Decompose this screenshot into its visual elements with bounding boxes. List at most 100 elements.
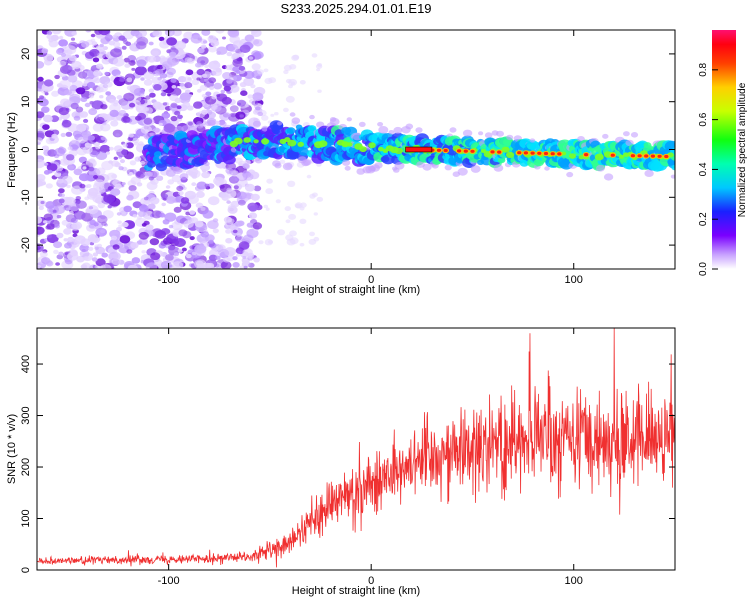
noise-blob bbox=[59, 193, 65, 198]
band-halo bbox=[257, 111, 264, 117]
noise-blob bbox=[127, 264, 139, 269]
colorbar-tick-label: 0.8 bbox=[698, 62, 709, 76]
band-core bbox=[318, 140, 328, 148]
noise-blob bbox=[97, 215, 108, 224]
noise-blob bbox=[38, 98, 49, 107]
band-halo bbox=[566, 171, 574, 178]
noise-blob bbox=[215, 255, 221, 260]
noise-blob bbox=[313, 212, 318, 216]
noise-blob bbox=[111, 174, 118, 179]
y-tick-label: 0 bbox=[20, 567, 32, 573]
noise-blob bbox=[181, 247, 187, 252]
noise-blob bbox=[101, 252, 108, 258]
noise-blob bbox=[143, 79, 153, 86]
noise-blob bbox=[174, 110, 181, 116]
noise-blob bbox=[166, 67, 176, 75]
noise-blob bbox=[67, 146, 73, 151]
noise-blob bbox=[79, 244, 90, 252]
band-halo bbox=[394, 162, 405, 170]
noise-blob bbox=[169, 94, 179, 102]
noise-blob bbox=[82, 135, 90, 141]
noise-blob bbox=[99, 144, 111, 154]
y-tick-label: 300 bbox=[20, 406, 32, 424]
x-tick-label: -100 bbox=[158, 575, 180, 587]
noise-blob bbox=[60, 132, 66, 138]
noise-blob bbox=[201, 171, 211, 179]
band-blob bbox=[286, 127, 296, 135]
noise-blob bbox=[227, 30, 240, 38]
noise-blob bbox=[86, 184, 92, 188]
band-hot-spot bbox=[637, 154, 642, 158]
band-halo bbox=[478, 131, 484, 136]
noise-blob bbox=[70, 223, 81, 231]
noise-blob bbox=[44, 259, 53, 266]
colorbar-gradient bbox=[712, 30, 736, 269]
noise-blob bbox=[270, 113, 275, 117]
noise-blob bbox=[37, 76, 44, 82]
noise-blob bbox=[243, 265, 248, 269]
noise-blob bbox=[226, 200, 231, 204]
noise-blob bbox=[232, 229, 238, 234]
x-tick-label: 0 bbox=[368, 575, 374, 587]
noise-blob bbox=[208, 239, 214, 244]
noise-blob bbox=[61, 175, 73, 185]
noise-blob bbox=[68, 165, 74, 170]
noise-blob bbox=[171, 261, 184, 269]
noise-blob bbox=[54, 74, 60, 80]
noise-blob bbox=[76, 147, 87, 156]
noise-blob bbox=[316, 196, 324, 202]
noise-blob bbox=[172, 232, 179, 237]
noise-blob bbox=[149, 238, 160, 246]
noise-blob bbox=[137, 112, 147, 120]
noise-blob bbox=[250, 84, 256, 89]
band-hot-spot bbox=[517, 151, 522, 155]
noise-blob bbox=[166, 37, 178, 46]
snr-frame bbox=[36, 327, 676, 571]
noise-blob bbox=[63, 238, 69, 242]
noise-blob bbox=[125, 142, 134, 149]
noise-blob bbox=[183, 220, 194, 229]
noise-blob bbox=[46, 34, 53, 39]
noise-blob bbox=[62, 64, 73, 73]
noise-blob bbox=[151, 50, 159, 57]
noise-blob bbox=[71, 31, 78, 36]
noise-blob bbox=[165, 185, 171, 189]
noise-blob bbox=[220, 191, 229, 198]
noise-blob bbox=[50, 213, 60, 220]
noise-blob bbox=[180, 92, 191, 101]
band-halo bbox=[153, 127, 160, 133]
noise-blob bbox=[63, 49, 69, 54]
noise-blob bbox=[46, 30, 53, 36]
noise-blob bbox=[88, 108, 98, 116]
noise-blob bbox=[71, 37, 75, 41]
noise-blob bbox=[239, 114, 244, 118]
noise-blob bbox=[194, 244, 207, 254]
snr-series-line bbox=[37, 328, 675, 568]
band-halo bbox=[309, 114, 315, 120]
noise-blob bbox=[99, 95, 104, 99]
band-halo bbox=[172, 166, 183, 175]
noise-blob bbox=[72, 130, 82, 138]
noise-blob bbox=[196, 181, 207, 190]
noise-blob bbox=[268, 240, 273, 244]
noise-blob bbox=[53, 249, 59, 255]
noise-blob bbox=[238, 65, 246, 71]
band-hot-spot bbox=[490, 150, 495, 154]
noise-blob bbox=[148, 88, 155, 93]
band-halo bbox=[449, 127, 457, 133]
noise-blob bbox=[125, 41, 132, 46]
noise-blob bbox=[58, 107, 69, 116]
band-halo bbox=[207, 119, 216, 127]
noise-blob bbox=[145, 224, 154, 231]
noise-blob bbox=[265, 188, 274, 195]
noise-blob bbox=[95, 145, 101, 150]
noise-blob bbox=[43, 213, 53, 221]
y-tick-label: 20 bbox=[20, 48, 32, 60]
band-hot-spot bbox=[557, 152, 562, 156]
noise-blob bbox=[164, 244, 170, 249]
band-halo bbox=[405, 123, 414, 130]
band-halo bbox=[422, 163, 432, 171]
noise-blob bbox=[56, 165, 64, 172]
noise-blob bbox=[213, 82, 223, 90]
noise-blob bbox=[134, 156, 142, 162]
